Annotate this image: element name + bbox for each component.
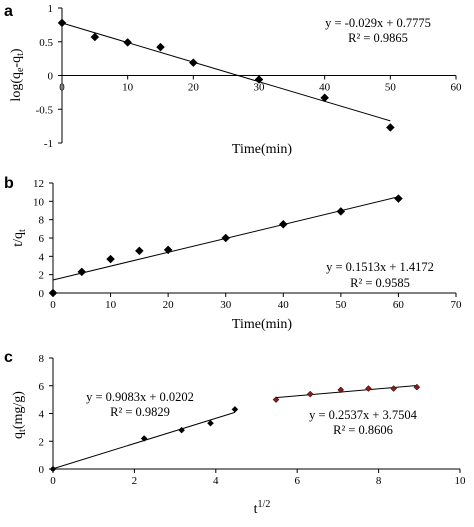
panel-b-r2: R² = 0.9585 bbox=[350, 276, 410, 290]
x-tick-label: 60 bbox=[393, 299, 405, 311]
x-tick-label: 30 bbox=[254, 82, 266, 94]
x-tick-label: 30 bbox=[220, 299, 232, 311]
y-tick-label: 8 bbox=[39, 353, 45, 365]
panel-a-xlabel: Time(min) bbox=[232, 142, 292, 157]
panel-a-r2: R² = 0.9865 bbox=[348, 31, 408, 45]
x-tick-label: 0 bbox=[50, 475, 56, 487]
y-tick-label: 0 bbox=[39, 464, 45, 476]
y-tick-label: 0 bbox=[39, 288, 45, 300]
data-point bbox=[163, 245, 173, 255]
trendline-1 bbox=[61, 22, 391, 122]
y-tick-label: 12 bbox=[33, 178, 44, 190]
x-tick-label: 40 bbox=[319, 82, 331, 94]
y-tick-label: 4 bbox=[39, 409, 45, 421]
data-point bbox=[77, 267, 87, 277]
x-tick-label: 20 bbox=[188, 82, 200, 94]
panel-c: c qt(mg/g) t1/2 y = 0.9083x + 0.0202 R² … bbox=[4, 349, 418, 517]
panel-b: b t/qt Time(min) y = 0.1513x + 1.4172 R²… bbox=[4, 175, 434, 332]
y-tick-label: 8 bbox=[39, 215, 45, 227]
x-tick-label: 40 bbox=[278, 299, 290, 311]
y-tick-label: 2 bbox=[39, 436, 45, 448]
y-tick-label: 0.5 bbox=[39, 37, 53, 49]
data-point bbox=[188, 58, 198, 68]
data-point bbox=[207, 419, 214, 427]
panel-c-label: c bbox=[4, 349, 13, 366]
data-point bbox=[178, 426, 185, 434]
data-point bbox=[337, 386, 345, 394]
data-point bbox=[306, 390, 314, 398]
data-point bbox=[106, 254, 115, 264]
x-tick-label: 10 bbox=[455, 475, 467, 487]
x-tick-label: 50 bbox=[385, 82, 397, 94]
y-tick-label: 10 bbox=[33, 196, 45, 208]
panel-c-s1-r2: R² = 0.9829 bbox=[110, 405, 170, 419]
x-tick-label: 20 bbox=[163, 299, 175, 311]
panel-c-s1-equation: y = 0.9083x + 0.0202 bbox=[86, 390, 194, 404]
y-tick-label: -1 bbox=[44, 138, 53, 150]
panel-c-s2-equation: y = 0.2537x + 3.7504 bbox=[309, 408, 418, 422]
data-point bbox=[57, 18, 67, 28]
x-tick-label: 8 bbox=[376, 475, 382, 487]
data-point bbox=[135, 246, 144, 256]
data-point bbox=[365, 385, 372, 392]
data-point bbox=[390, 385, 398, 392]
panel-a-label: a bbox=[4, 3, 13, 20]
x-tick-label: 50 bbox=[335, 299, 347, 311]
data-point bbox=[254, 75, 264, 84]
data-point bbox=[231, 405, 239, 413]
x-tick-label: 60 bbox=[451, 82, 463, 94]
data-point bbox=[278, 219, 288, 229]
panel-b-xlabel: Time(min) bbox=[232, 317, 292, 332]
panel-c-xlabel: t1/2 bbox=[254, 499, 271, 517]
y-tick-label: 1 bbox=[48, 3, 54, 15]
data-point bbox=[48, 288, 58, 298]
x-tick-label: 2 bbox=[132, 475, 138, 487]
panel-a-equation: y = -0.029x + 0.7775 bbox=[325, 16, 431, 30]
x-tick-label: 10 bbox=[105, 299, 117, 311]
data-point bbox=[336, 207, 346, 216]
y-tick-label: 0 bbox=[48, 71, 54, 83]
data-point bbox=[90, 32, 100, 42]
data-point bbox=[140, 435, 148, 442]
plot-a: 0 10 20 30 40 50 60 1 0.5 0 -0.5 -1 bbox=[36, 3, 462, 150]
plot-c: 0 2 4 6 8 10 8 6 4 2 0 bbox=[39, 353, 467, 487]
data-point bbox=[413, 383, 421, 391]
data-point bbox=[221, 233, 231, 243]
data-point bbox=[385, 123, 395, 132]
panel-a: a log(qe-qt) Time(min) y = -0.029x + 0.7… bbox=[4, 3, 431, 157]
data-point bbox=[320, 93, 330, 103]
x-tick-label: 0 bbox=[59, 82, 65, 94]
y-tick-label: 4 bbox=[39, 251, 45, 263]
x-tick-label: 0 bbox=[50, 299, 56, 311]
y-tick-label: 6 bbox=[39, 381, 45, 393]
y-tick-label: 6 bbox=[39, 233, 45, 245]
panel-c-s2-r2: R² = 0.8606 bbox=[333, 423, 393, 437]
x-tick-label: 70 bbox=[451, 299, 463, 311]
panel-a-ylabel: log(qe-qt) bbox=[9, 48, 26, 101]
panel-c-ylabel: qt(mg/g) bbox=[11, 391, 28, 439]
x-tick-label: 6 bbox=[294, 475, 300, 487]
data-point bbox=[156, 42, 165, 52]
data-point bbox=[123, 38, 133, 47]
panel-b-equation: y = 0.1513x + 1.4172 bbox=[326, 260, 434, 274]
x-tick-label: 4 bbox=[213, 475, 219, 487]
y-tick-label: 2 bbox=[39, 270, 45, 282]
panel-b-ylabel: t/qt bbox=[11, 229, 28, 247]
panel-b-label: b bbox=[4, 175, 14, 192]
y-tick-label: -0.5 bbox=[36, 104, 54, 116]
data-point bbox=[49, 465, 57, 473]
x-tick-label: 10 bbox=[122, 82, 134, 94]
data-point bbox=[394, 194, 403, 203]
data-point bbox=[272, 396, 280, 403]
